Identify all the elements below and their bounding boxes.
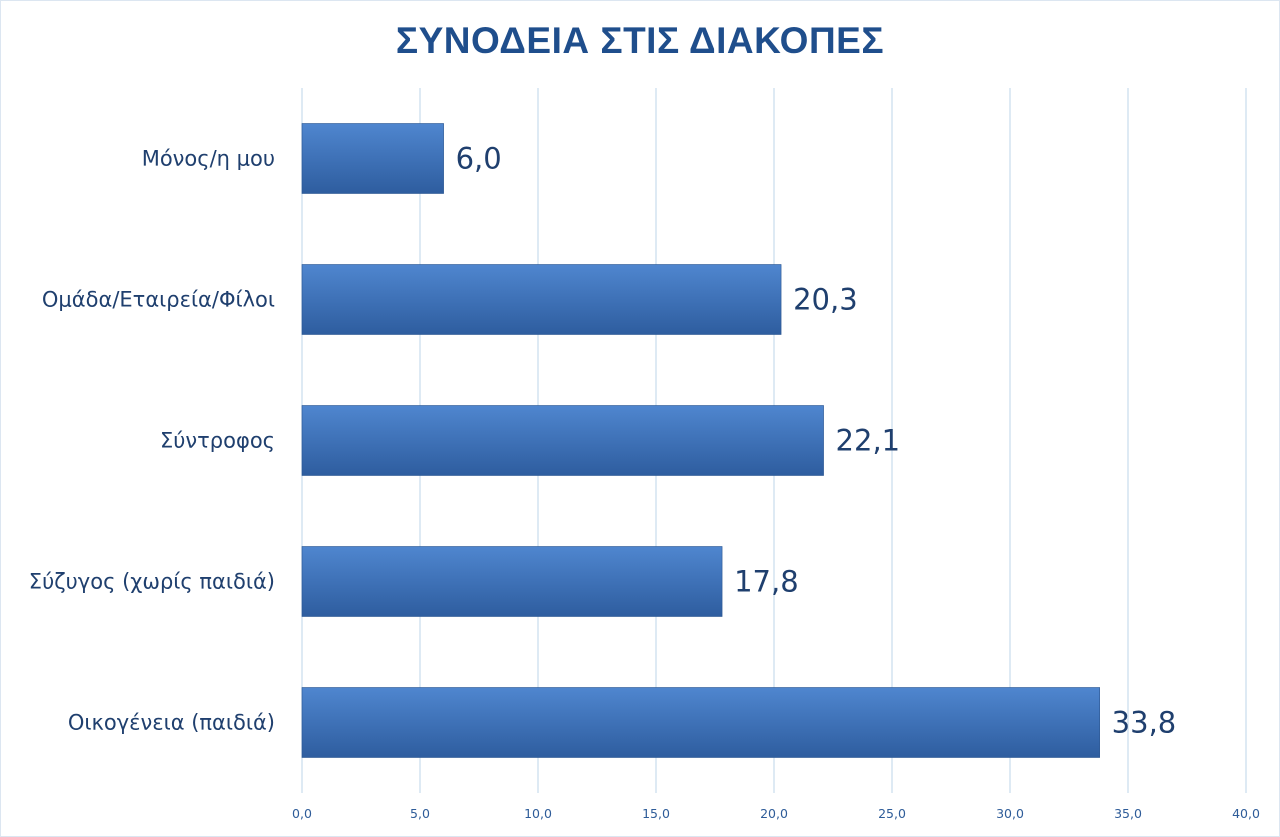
x-tick-label: 35,0 xyxy=(1114,806,1142,821)
category-label: Σύζυγος (χωρίς παιδιά) xyxy=(29,570,275,594)
x-tick-label: 10,0 xyxy=(524,806,552,821)
x-tick-label: 5,0 xyxy=(410,806,430,821)
category-label: Ομάδα/Εταιρεία/Φίλοι xyxy=(42,288,275,312)
x-tick-label: 0,0 xyxy=(292,806,312,821)
labels: 0,0 5,0 10,0 15,0 20,0 25,0 30,0 35,0 40,0 Μόνος/… xyxy=(29,142,1260,822)
bar xyxy=(301,405,824,476)
x-tick-label: 25,0 xyxy=(878,806,906,821)
value-label: 17,8 xyxy=(734,565,799,599)
x-tick-label: 15,0 xyxy=(642,806,670,821)
bar xyxy=(301,546,723,617)
value-label: 20,3 xyxy=(793,283,858,317)
category-label: Μόνος/η μου xyxy=(142,147,275,171)
value-label: 6,0 xyxy=(456,142,502,176)
bar xyxy=(301,264,782,335)
bar xyxy=(301,123,444,194)
x-tick-label: 30,0 xyxy=(996,806,1024,821)
chart-title: ΣΥΝΟΔΕΙΑ ΣΤΙΣ ΔΙΑΚΟΠΕΣ xyxy=(395,20,885,61)
x-tick-label: 20,0 xyxy=(760,806,788,821)
value-label: 33,8 xyxy=(1112,706,1177,740)
bar xyxy=(301,687,1100,758)
x-tick-label: 40,0 xyxy=(1232,806,1260,821)
bars xyxy=(301,123,1100,758)
category-label: Οικογένεια (παιδιά) xyxy=(68,711,275,735)
value-label: 22,1 xyxy=(836,424,901,458)
category-label: Σύντροφος xyxy=(160,429,275,453)
